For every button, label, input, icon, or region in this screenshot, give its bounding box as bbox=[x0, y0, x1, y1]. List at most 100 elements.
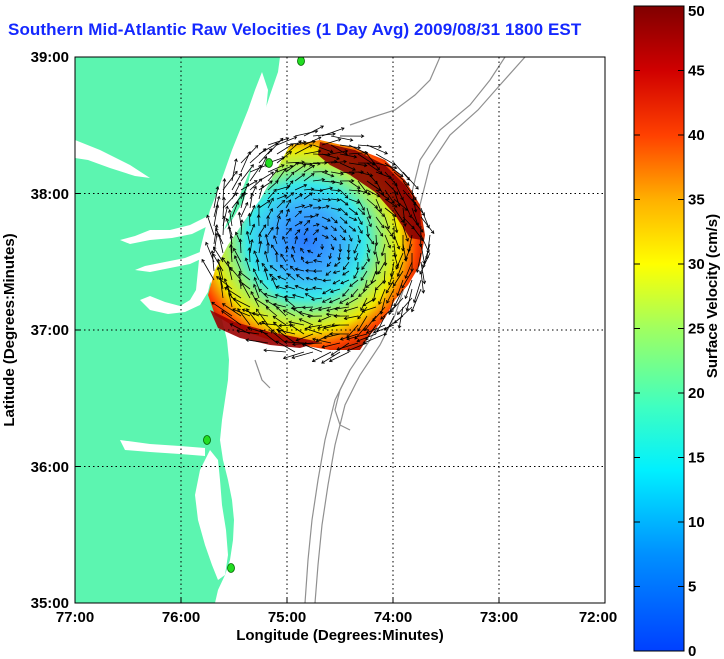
velocity-arrow bbox=[363, 279, 368, 292]
velocity-arrowhead bbox=[305, 268, 309, 273]
velocity-arrowhead bbox=[290, 253, 295, 258]
velocity-arrow bbox=[232, 308, 251, 317]
velocity-arrow bbox=[271, 277, 278, 290]
velocity-arrow bbox=[393, 198, 408, 211]
velocity-arrow bbox=[246, 308, 260, 326]
velocity-arrow bbox=[285, 298, 296, 308]
velocity-arrowhead bbox=[391, 200, 395, 204]
velocity-arrowhead bbox=[266, 215, 270, 219]
pamlico-sound bbox=[195, 450, 228, 580]
velocity-arrow bbox=[312, 144, 334, 153]
velocity-arrowhead bbox=[419, 271, 423, 275]
velocity-arrowhead bbox=[269, 208, 273, 212]
velocity-arrow bbox=[357, 180, 368, 193]
velocity-arrow bbox=[375, 189, 390, 200]
velocity-arrow bbox=[339, 225, 347, 233]
velocity-arrow bbox=[258, 184, 264, 200]
velocity-arrowhead bbox=[238, 280, 243, 284]
velocity-arrowhead bbox=[253, 250, 257, 255]
velocity-arrowhead bbox=[304, 260, 309, 265]
velocity-arrowhead bbox=[275, 180, 279, 184]
velocity-arrowhead bbox=[350, 293, 355, 298]
velocity-arrowhead bbox=[304, 237, 308, 242]
velocity-arrowhead bbox=[245, 338, 249, 343]
axis-tick-marks bbox=[75, 193, 500, 603]
velocity-arrow bbox=[374, 243, 377, 255]
x-tick-label: 73:00 bbox=[480, 609, 518, 626]
velocity-arrow bbox=[361, 306, 377, 312]
velocity-arrowhead bbox=[269, 180, 273, 184]
velocity-arrowhead bbox=[235, 200, 239, 205]
velocity-arrow bbox=[303, 228, 309, 236]
velocity-arrow bbox=[329, 297, 341, 303]
high-velocity-north bbox=[318, 142, 422, 240]
velocity-arrow bbox=[249, 178, 263, 191]
velocity-arrowhead bbox=[289, 265, 294, 270]
velocity-arrowhead bbox=[337, 257, 342, 261]
velocity-arrow bbox=[249, 224, 255, 236]
chart-title: Southern Mid-Atlantic Raw Velocities (1 … bbox=[8, 20, 582, 39]
velocity-arrowhead bbox=[306, 219, 311, 224]
velocity-arrow bbox=[375, 252, 379, 265]
velocity-arrowhead bbox=[225, 284, 230, 289]
velocity-arrow bbox=[312, 189, 323, 192]
velocity-arrowhead bbox=[279, 137, 284, 142]
velocity-arrow bbox=[321, 171, 334, 177]
velocity-arrow bbox=[262, 321, 278, 335]
velocity-arrowhead bbox=[370, 240, 375, 245]
station-marker bbox=[203, 435, 211, 445]
velocity-arrow bbox=[323, 333, 341, 339]
colorbar-tick-label: 35 bbox=[688, 192, 705, 209]
velocity-arrowhead bbox=[292, 307, 297, 312]
velocity-arrowhead bbox=[372, 161, 376, 166]
velocity-arrowhead bbox=[294, 267, 299, 272]
velocity-arrowhead bbox=[247, 212, 252, 217]
velocity-arrow bbox=[346, 324, 359, 339]
velocity-arrow bbox=[384, 252, 386, 266]
velocity-arrowhead bbox=[258, 288, 262, 293]
velocity-arrowhead bbox=[301, 173, 306, 177]
velocity-arrow bbox=[375, 234, 377, 246]
velocity-arrowhead bbox=[269, 273, 273, 278]
velocity-arrow bbox=[292, 246, 296, 254]
chesapeake-bay bbox=[140, 72, 268, 314]
velocity-arrowhead bbox=[316, 223, 320, 227]
velocity-arrow bbox=[420, 270, 424, 294]
velocity-arrowhead bbox=[356, 185, 361, 189]
velocity-arrowhead bbox=[247, 151, 251, 155]
velocity-arrowhead bbox=[311, 164, 316, 169]
velocity-arrow bbox=[340, 333, 359, 340]
velocity-arrowhead bbox=[366, 249, 371, 254]
velocity-arrowhead bbox=[339, 300, 343, 304]
velocity-arrowhead bbox=[296, 229, 301, 233]
velocity-arrowhead bbox=[234, 158, 238, 162]
velocity-arrow bbox=[405, 261, 413, 279]
velocity-arrow bbox=[357, 234, 361, 243]
velocity-arrowhead bbox=[339, 337, 344, 341]
velocity-arrow bbox=[296, 333, 314, 341]
velocity-arrowhead bbox=[294, 235, 299, 240]
velocity-arrow bbox=[261, 263, 269, 272]
velocity-arrow bbox=[300, 248, 305, 254]
velocity-arrow bbox=[342, 288, 350, 297]
velocity-arrowhead bbox=[354, 211, 359, 215]
velocity-arrowhead bbox=[238, 238, 243, 242]
velocity-arrowhead bbox=[331, 323, 335, 327]
velocity-arrowhead bbox=[334, 306, 339, 311]
velocity-arrowhead bbox=[226, 260, 231, 265]
velocity-arrow bbox=[254, 277, 260, 290]
velocity-arrowhead bbox=[426, 224, 430, 229]
velocity-arrowhead bbox=[311, 297, 315, 302]
velocity-arrowhead bbox=[278, 323, 282, 328]
velocity-arrow bbox=[303, 125, 324, 137]
colorbar-tick-label: 15 bbox=[688, 450, 705, 467]
velocity-arrowhead bbox=[211, 301, 215, 306]
velocity-arrowhead bbox=[399, 173, 404, 177]
velocity-arrow bbox=[280, 264, 287, 272]
velocity-arrowhead bbox=[316, 325, 321, 330]
velocity-arrow bbox=[288, 321, 305, 326]
velocity-arrow bbox=[342, 270, 350, 276]
velocity-arrowhead bbox=[322, 290, 326, 295]
velocity-arrowhead bbox=[247, 326, 251, 331]
velocity-arrowhead bbox=[395, 263, 400, 268]
